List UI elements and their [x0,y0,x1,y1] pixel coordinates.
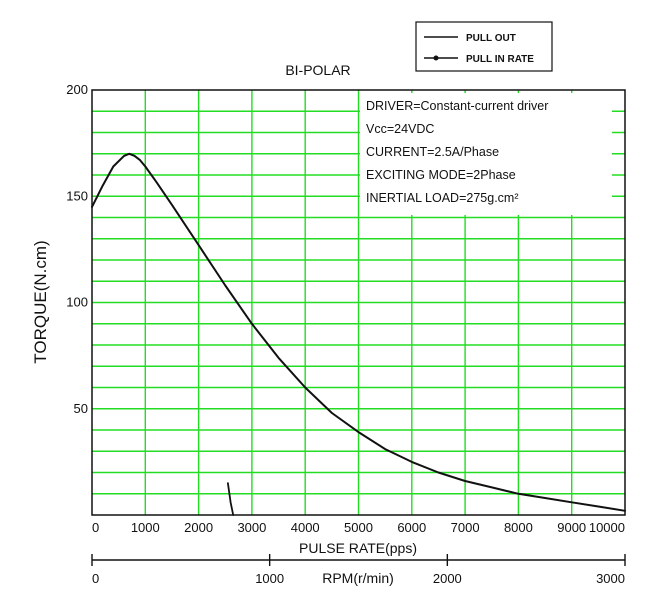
y-axis-label: TORQUE(N.cm) [31,240,50,363]
x-tick-label: 6000 [397,520,426,535]
legend-box [415,21,553,72]
rpm-tick-label: 1000 [255,571,284,586]
x-tick-labels: 0 1000 2000 3000 4000 5000 6000 7000 8000 9000 100… [92,520,625,535]
plot-frame [91,89,626,516]
chart-title: BI-POLAR [285,62,350,78]
legend-label-pull-in-rate: PULL IN RATE [466,54,534,65]
series-line-pull-out [91,152,626,512]
x-tick-label: 7000 [451,520,480,535]
rpm-axis-label: RPM(r/min) [322,570,394,586]
legend-label-pull-out: PULL OUT [466,33,516,44]
y-tick-label: 100 [66,295,88,310]
annotation-current: CURRENT=2.5A/Phase [366,145,499,159]
x-tick-label: 3000 [237,520,266,535]
grid [92,90,625,515]
y-tick-label: 200 [66,82,88,97]
x-tick-label: 0 [92,520,99,535]
annotation-driver: DRIVER=Constant-current driver [366,99,548,113]
x-tick-label: 2000 [184,520,213,535]
x-tick-label: 10000 [589,520,625,535]
rpm-tick-label: 2000 [433,571,462,586]
rpm-tick-label: 3000 [596,571,625,586]
x-tick-label: 4000 [291,520,320,535]
y-tick-label: 150 [66,188,88,203]
rpm-tick-label: 0 [92,571,99,586]
x-tick-label: 9000 [557,520,586,535]
legend-marker-pull-in-rate [433,55,439,61]
series-line-pull-in-rate [227,482,235,516]
y-tick-label: 50 [74,401,88,416]
x-tick-label: 1000 [131,520,160,535]
x-axis-label: PULSE RATE(pps) [299,540,417,556]
annotation-exciting-mode: EXCITING MODE=2Phase [366,168,516,182]
x-tick-label: 8000 [504,520,533,535]
x-tick-label: 5000 [344,520,373,535]
rpm-axis: 0 1000 2000 3000 [91,554,626,586]
annotation-box [360,93,612,215]
annotation-inertial-load: INERTIAL LOAD=275g.cm² [366,191,519,205]
y-tick-labels: 50 100 150 200 [66,82,88,416]
series-layer [91,152,626,516]
annotation-vcc: Vcc=24VDC [366,122,434,136]
